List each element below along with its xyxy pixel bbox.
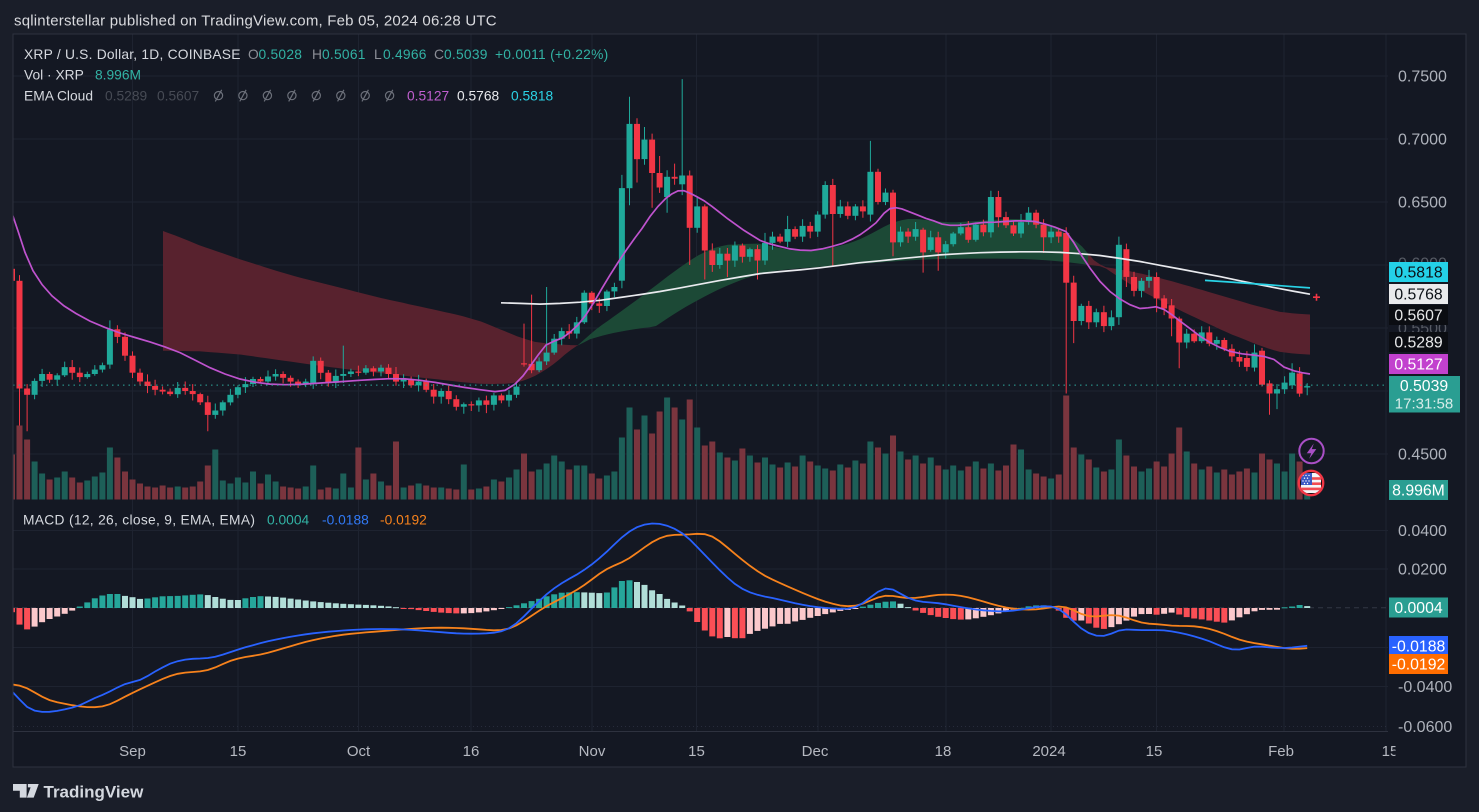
svg-text:H: H <box>312 47 322 62</box>
svg-text:O: O <box>248 47 259 62</box>
svg-text:Dec: Dec <box>802 743 829 760</box>
svg-text:-0.0600: -0.0600 <box>1398 719 1452 736</box>
svg-text:-0.0400: -0.0400 <box>1398 679 1452 696</box>
svg-text:15: 15 <box>230 743 247 760</box>
svg-text:0.5028: 0.5028 <box>259 47 303 62</box>
svg-text:16: 16 <box>463 743 480 760</box>
svg-text:0.5289: 0.5289 <box>1394 335 1443 352</box>
svg-text:0.5818: 0.5818 <box>1394 265 1443 282</box>
svg-text:TradingView: TradingView <box>44 783 145 802</box>
svg-text:-0.0188: -0.0188 <box>1392 639 1446 656</box>
svg-text:15: 15 <box>1382 743 1399 760</box>
svg-text:-0.0188: -0.0188 <box>322 513 369 528</box>
svg-text:17:31:58: 17:31:58 <box>1395 396 1453 413</box>
svg-text:0.5039: 0.5039 <box>444 47 488 62</box>
svg-text:-0.0192: -0.0192 <box>380 513 427 528</box>
svg-text:0.5127: 0.5127 <box>407 89 449 104</box>
svg-text:L: L <box>374 47 382 62</box>
svg-text:0.4966: 0.4966 <box>383 47 427 62</box>
svg-text:Sep: Sep <box>119 743 146 760</box>
svg-text:EMA Cloud: EMA Cloud <box>24 89 93 104</box>
svg-text:-0.0192: -0.0192 <box>1392 657 1446 674</box>
svg-text:0.5607: 0.5607 <box>1394 308 1442 325</box>
svg-text:0.5818: 0.5818 <box>511 89 554 104</box>
svg-text:0.5768: 0.5768 <box>457 89 500 104</box>
svg-text:0.0400: 0.0400 <box>1398 523 1447 540</box>
svg-text:2024: 2024 <box>1032 743 1065 760</box>
svg-text:0.4500: 0.4500 <box>1398 447 1447 464</box>
svg-text:XRP / U.S. Dollar, 1D, COINBAS: XRP / U.S. Dollar, 1D, COINBASE <box>24 47 241 62</box>
svg-text:Nov: Nov <box>579 743 606 760</box>
svg-text:0.0004: 0.0004 <box>267 513 310 528</box>
svg-text:0.5607: 0.5607 <box>157 89 199 104</box>
svg-text:15: 15 <box>1146 743 1163 760</box>
svg-text:0.0004: 0.0004 <box>1394 600 1443 617</box>
svg-text:18: 18 <box>935 743 952 760</box>
svg-text:+0.0011 (+0.22%): +0.0011 (+0.22%) <box>495 47 608 62</box>
svg-text:0.6500: 0.6500 <box>1398 195 1447 212</box>
svg-text:0.5127: 0.5127 <box>1394 357 1442 374</box>
svg-text:C: C <box>434 47 444 62</box>
svg-text:0.7000: 0.7000 <box>1398 132 1447 149</box>
svg-text:0.5039: 0.5039 <box>1400 378 1449 395</box>
svg-text:0.0200: 0.0200 <box>1398 562 1447 579</box>
svg-text:sqlinterstellar published on T: sqlinterstellar published on TradingView… <box>14 13 497 30</box>
svg-text:0.5289: 0.5289 <box>105 89 148 104</box>
svg-text:Vol · XRP: Vol · XRP <box>24 68 84 83</box>
svg-text:0.7500: 0.7500 <box>1398 69 1447 86</box>
svg-text:15: 15 <box>688 743 705 760</box>
svg-text:0.5768: 0.5768 <box>1394 287 1443 304</box>
svg-text:MACD (12, 26, close, 9, EMA, E: MACD (12, 26, close, 9, EMA, EMA) <box>23 513 255 528</box>
svg-text:Feb: Feb <box>1268 743 1294 760</box>
svg-text:8.996M: 8.996M <box>1392 483 1445 500</box>
svg-text:Oct: Oct <box>347 743 371 760</box>
svg-text:8.996M: 8.996M <box>95 68 141 83</box>
svg-text:0.5061: 0.5061 <box>322 47 366 62</box>
